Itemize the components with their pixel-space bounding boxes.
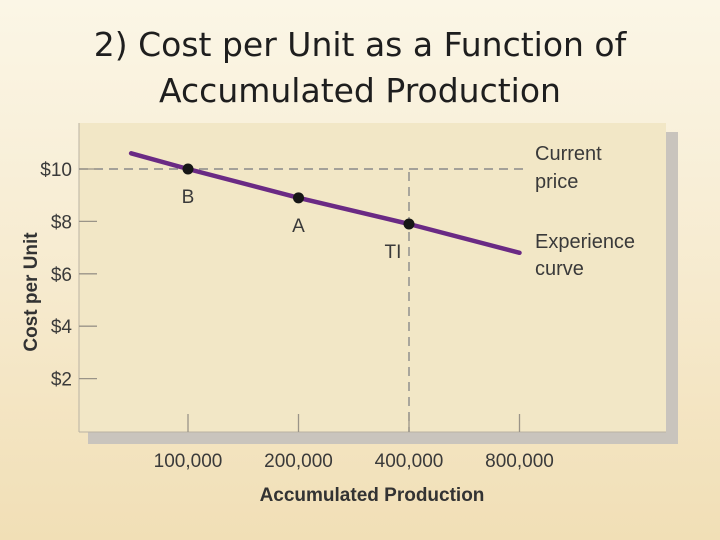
point-label-a: A — [292, 216, 305, 237]
reference-lines — [79, 168, 526, 432]
x-tick-label: 800,000 — [485, 451, 554, 472]
data-points: B A TI — [182, 163, 415, 263]
slide-title-line-2: Accumulated Production — [159, 71, 561, 110]
point-a — [293, 192, 304, 204]
point-ti — [403, 218, 415, 230]
y-tick-label: $4 — [51, 317, 73, 338]
slide-title-line-1: 2) Cost per Unit as a Function of — [93, 25, 627, 64]
x-axis-title: Accumulated Production — [260, 485, 485, 506]
y-tick-label: $6 — [51, 265, 72, 286]
point-b — [182, 163, 194, 175]
chart-labels: Current price Experience curve Accumulat… — [21, 143, 635, 506]
slide-title: 2) Cost per Unit as a Function of Accumu… — [60, 22, 660, 114]
current-price-label-line-1: Current — [535, 143, 602, 165]
axis-ticks: $10 $8 $6 $4 $2 100,000 200,000 400,000 800,000 — [40, 160, 554, 472]
point-label-b: B — [182, 187, 195, 208]
x-tick-label: 100,000 — [154, 451, 223, 472]
x-tick-label: 200,000 — [264, 451, 333, 472]
experience-curve-label-line-2: curve — [535, 258, 584, 280]
point-label-ti: TI — [385, 242, 402, 263]
y-tick-label: $2 — [51, 370, 72, 391]
y-tick-label: $8 — [51, 212, 72, 233]
plot-panel — [79, 123, 666, 432]
y-axis-title: Cost per Unit — [21, 232, 42, 352]
y-tick-label: $10 — [40, 160, 72, 181]
current-price-label-line-2: price — [535, 171, 578, 193]
experience-curve-label-line-1: Experience — [535, 231, 635, 253]
x-tick-label: 400,000 — [375, 451, 444, 472]
